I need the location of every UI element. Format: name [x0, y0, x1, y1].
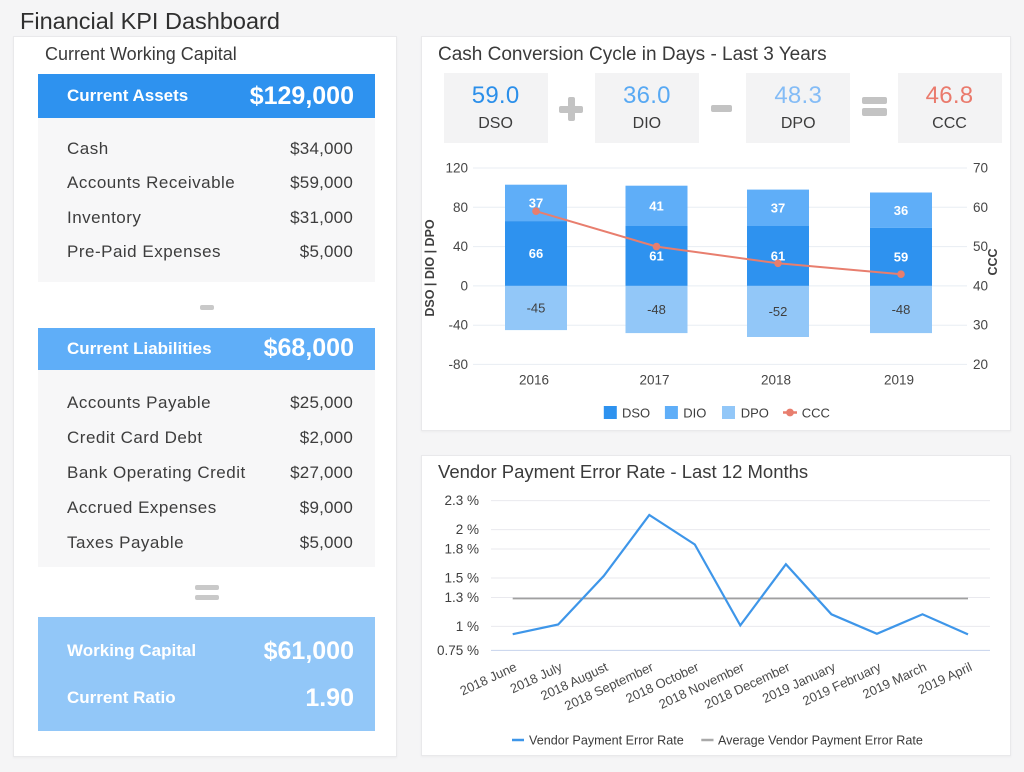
svg-text:DSO: DSO	[622, 405, 650, 420]
svg-text:80: 80	[453, 200, 468, 215]
svg-text:36: 36	[894, 203, 908, 218]
svg-text:1 %: 1 %	[456, 619, 479, 634]
svg-text:DIO: DIO	[683, 405, 706, 420]
svg-text:60: 60	[973, 200, 988, 215]
svg-text:CCC: CCC	[802, 405, 830, 420]
svg-text:0.75 %: 0.75 %	[437, 643, 479, 658]
svg-text:1.3 %: 1.3 %	[444, 590, 479, 605]
svg-text:37: 37	[771, 201, 785, 216]
svg-text:-48: -48	[647, 302, 666, 317]
svg-text:DSO | DIO | DPO: DSO | DIO | DPO	[423, 219, 437, 317]
svg-text:-52: -52	[769, 304, 788, 319]
svg-text:40: 40	[973, 278, 988, 293]
svg-text:59: 59	[894, 250, 908, 265]
svg-text:2017: 2017	[640, 373, 670, 388]
svg-text:-48: -48	[892, 302, 911, 317]
svg-text:66: 66	[529, 246, 543, 261]
svg-text:Average Vendor Payment Error R: Average Vendor Payment Error Rate	[718, 734, 923, 748]
svg-text:2019: 2019	[884, 373, 914, 388]
svg-text:0: 0	[460, 278, 468, 293]
svg-text:CCC: CCC	[986, 248, 1000, 275]
svg-text:61: 61	[649, 249, 663, 264]
svg-text:DPO: DPO	[741, 405, 769, 420]
svg-text:-40: -40	[448, 318, 468, 333]
svg-text:30: 30	[973, 318, 988, 333]
svg-text:41: 41	[649, 199, 663, 214]
svg-text:2 %: 2 %	[456, 522, 479, 537]
svg-text:Vendor Payment Error Rate: Vendor Payment Error Rate	[529, 734, 684, 748]
svg-text:37: 37	[529, 196, 543, 211]
svg-text:1.5 %: 1.5 %	[444, 571, 479, 586]
svg-text:2018: 2018	[761, 373, 791, 388]
svg-text:61: 61	[771, 249, 785, 264]
svg-text:50: 50	[973, 239, 988, 254]
svg-text:2.3 %: 2.3 %	[444, 493, 479, 508]
svg-text:2016: 2016	[519, 373, 549, 388]
svg-text:20: 20	[973, 357, 988, 372]
svg-text:2018 June: 2018 June	[458, 659, 519, 698]
svg-text:70: 70	[973, 161, 988, 176]
svg-text:120: 120	[445, 161, 468, 176]
svg-text:-45: -45	[527, 301, 546, 316]
svg-text:1.8 %: 1.8 %	[444, 542, 479, 557]
svg-text:40: 40	[453, 239, 468, 254]
svg-text:-80: -80	[448, 357, 468, 372]
